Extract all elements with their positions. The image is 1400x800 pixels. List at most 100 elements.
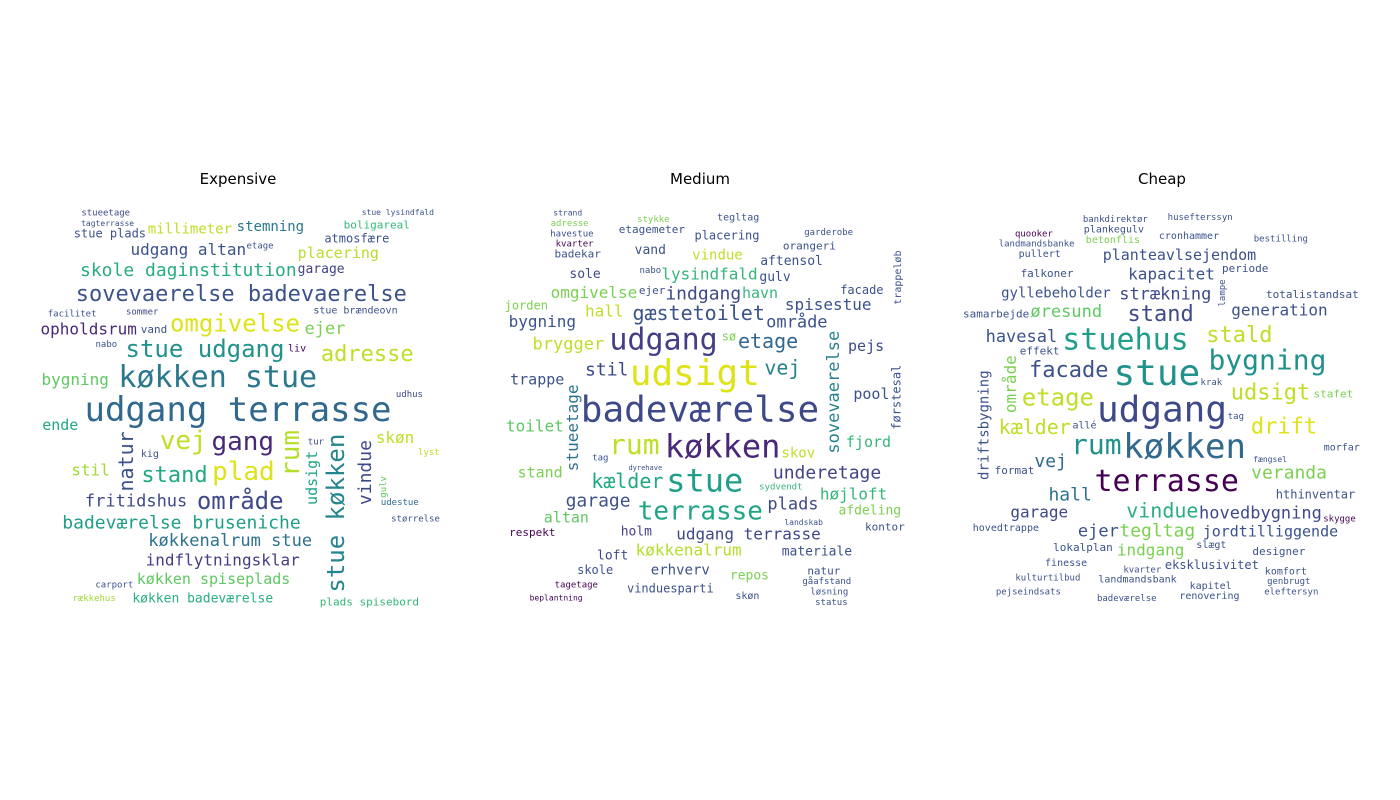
- word: holm: [621, 524, 652, 539]
- word: stand: [1128, 302, 1194, 327]
- word: jordtilliggende: [1203, 523, 1338, 541]
- word: sommer: [126, 307, 159, 317]
- word: skole daginstitution: [80, 260, 297, 281]
- word: lysindfald: [661, 264, 757, 283]
- word: skøn: [376, 428, 415, 447]
- word: gåafstand: [802, 576, 851, 587]
- word: område: [197, 486, 284, 515]
- word: sø: [722, 329, 736, 343]
- word: designer: [1252, 545, 1305, 558]
- word: slægt: [1196, 540, 1226, 551]
- word: rækkehus: [72, 594, 115, 604]
- word: aftensol: [760, 254, 823, 269]
- word: terrasse: [638, 497, 763, 527]
- word: hovedtrappe: [973, 523, 1039, 534]
- word: atmosfære: [324, 232, 389, 246]
- word: terrasse: [1094, 464, 1239, 499]
- word: køkken: [1123, 427, 1246, 467]
- word: køkken: [665, 427, 781, 465]
- panel-title-medium: Medium: [670, 170, 730, 188]
- word: bygning: [42, 370, 109, 389]
- word: stue lysindfald: [362, 208, 434, 217]
- word: højloft: [820, 485, 887, 504]
- word: vand: [141, 323, 168, 336]
- word: brygger: [533, 334, 605, 354]
- word: dyrehave: [628, 464, 662, 472]
- word: vej: [160, 426, 207, 456]
- word: carport: [95, 581, 133, 591]
- word: underetage: [773, 462, 881, 483]
- word: vindue: [355, 440, 376, 505]
- word: betonflis: [1086, 235, 1140, 246]
- word: udgang: [609, 323, 717, 358]
- word: afdeling: [839, 503, 902, 518]
- word: fjord: [846, 433, 891, 451]
- word: stemning: [237, 219, 304, 235]
- word: natur: [807, 565, 840, 578]
- word: pejseindsats: [996, 587, 1061, 597]
- word: køkken spiseplads: [137, 570, 291, 588]
- word: pool: [853, 385, 889, 403]
- word: renovering: [1179, 591, 1239, 602]
- word: tagetage: [555, 581, 598, 591]
- word: driftsbygning: [977, 370, 993, 480]
- word: strækning: [1119, 284, 1211, 304]
- word: kælder: [591, 469, 663, 493]
- word: rum: [1071, 428, 1122, 461]
- word: etage: [738, 329, 798, 353]
- word: hall: [585, 302, 624, 321]
- word: havesal: [986, 327, 1058, 347]
- word: øresund: [1030, 302, 1102, 322]
- word: pejs: [848, 337, 884, 355]
- word: førstesal: [890, 365, 904, 430]
- word: badeværelse bruseniche: [62, 513, 300, 534]
- word: område: [1001, 355, 1020, 413]
- word: sydvendt: [759, 482, 802, 492]
- word: udsigt: [1231, 381, 1310, 406]
- word: repos: [730, 568, 769, 583]
- word: cronhammer: [1159, 231, 1219, 242]
- word: bygning: [1208, 343, 1326, 376]
- word: kælder: [999, 415, 1071, 439]
- word: køkken stue: [118, 360, 317, 395]
- word: badekar: [555, 247, 602, 260]
- word: hall: [1048, 485, 1091, 506]
- word: badeværelse: [581, 390, 819, 431]
- word: stafet: [1314, 388, 1354, 401]
- word: trappe: [510, 371, 564, 389]
- word: fritidshus: [85, 491, 187, 511]
- word: garage: [298, 262, 345, 277]
- word: placering: [298, 244, 379, 262]
- panel-title-expensive: Expensive: [200, 170, 277, 188]
- word: vinduesparti: [627, 582, 714, 596]
- word: indflytningsklar: [146, 550, 300, 569]
- word: finesse: [1045, 558, 1087, 569]
- word: havestue: [550, 229, 593, 239]
- word: husefterssyn: [1168, 213, 1233, 223]
- word: udgang: [1097, 390, 1227, 431]
- word: skole: [577, 563, 613, 577]
- word: beplantning: [530, 594, 583, 603]
- word: tag: [1228, 412, 1244, 422]
- word: stil: [71, 461, 110, 480]
- word: gæstetoilet: [632, 301, 764, 325]
- word: kvarter: [556, 240, 595, 250]
- word: pullert: [1019, 249, 1061, 260]
- word: omgivelse: [551, 283, 638, 302]
- word: størrelse: [391, 514, 440, 524]
- word: tegltag: [717, 212, 759, 223]
- word: komfort: [1265, 566, 1307, 577]
- word: natur: [114, 431, 138, 491]
- word: effekt: [1020, 344, 1060, 357]
- word: stue: [666, 462, 743, 500]
- word: respekt: [509, 526, 555, 539]
- word: tur: [308, 437, 325, 447]
- word: planteavlsejendom: [1103, 246, 1257, 264]
- word: plads: [767, 494, 818, 514]
- word: skov: [781, 446, 815, 462]
- word: stue plads: [74, 226, 146, 240]
- word: køkkenalrum stue: [148, 531, 312, 551]
